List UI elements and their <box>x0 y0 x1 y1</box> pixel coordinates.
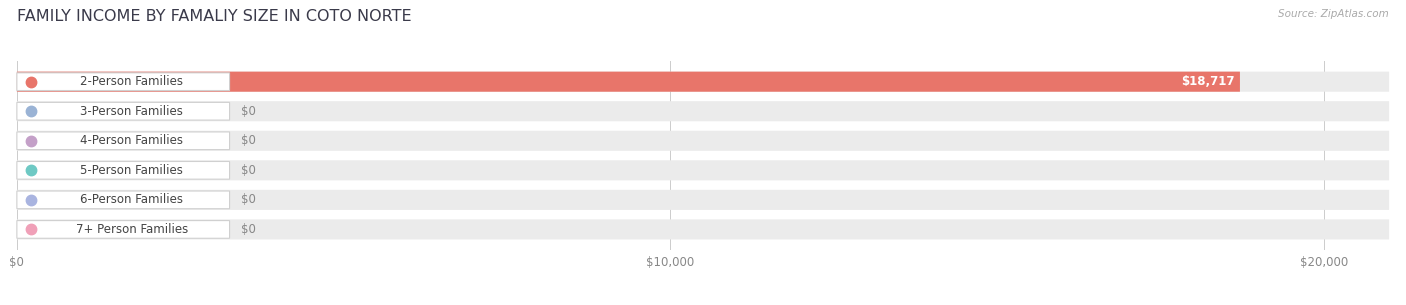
Text: $0: $0 <box>240 164 256 177</box>
FancyBboxPatch shape <box>17 160 1389 180</box>
FancyBboxPatch shape <box>17 131 1389 151</box>
Text: $0: $0 <box>240 134 256 147</box>
Text: 3-Person Families: 3-Person Families <box>80 105 183 118</box>
Text: $0: $0 <box>240 223 256 236</box>
Text: 7+ Person Families: 7+ Person Families <box>76 223 188 236</box>
Text: 2-Person Families: 2-Person Families <box>80 75 183 88</box>
FancyBboxPatch shape <box>17 191 229 209</box>
FancyBboxPatch shape <box>17 190 1389 210</box>
FancyBboxPatch shape <box>17 72 1240 92</box>
FancyBboxPatch shape <box>17 161 229 179</box>
Text: $0: $0 <box>240 105 256 118</box>
FancyBboxPatch shape <box>17 221 229 238</box>
Text: Source: ZipAtlas.com: Source: ZipAtlas.com <box>1278 9 1389 19</box>
Text: 5-Person Families: 5-Person Families <box>80 164 183 177</box>
FancyBboxPatch shape <box>17 219 1389 239</box>
FancyBboxPatch shape <box>17 101 1389 121</box>
Text: FAMILY INCOME BY FAMALIY SIZE IN COTO NORTE: FAMILY INCOME BY FAMALIY SIZE IN COTO NO… <box>17 9 412 24</box>
Text: 4-Person Families: 4-Person Families <box>80 134 183 147</box>
Text: 6-Person Families: 6-Person Families <box>80 193 183 206</box>
FancyBboxPatch shape <box>17 132 229 150</box>
FancyBboxPatch shape <box>17 73 229 91</box>
FancyBboxPatch shape <box>17 72 1389 92</box>
Text: $18,717: $18,717 <box>1181 75 1234 88</box>
FancyBboxPatch shape <box>17 102 229 120</box>
Text: $0: $0 <box>240 193 256 206</box>
